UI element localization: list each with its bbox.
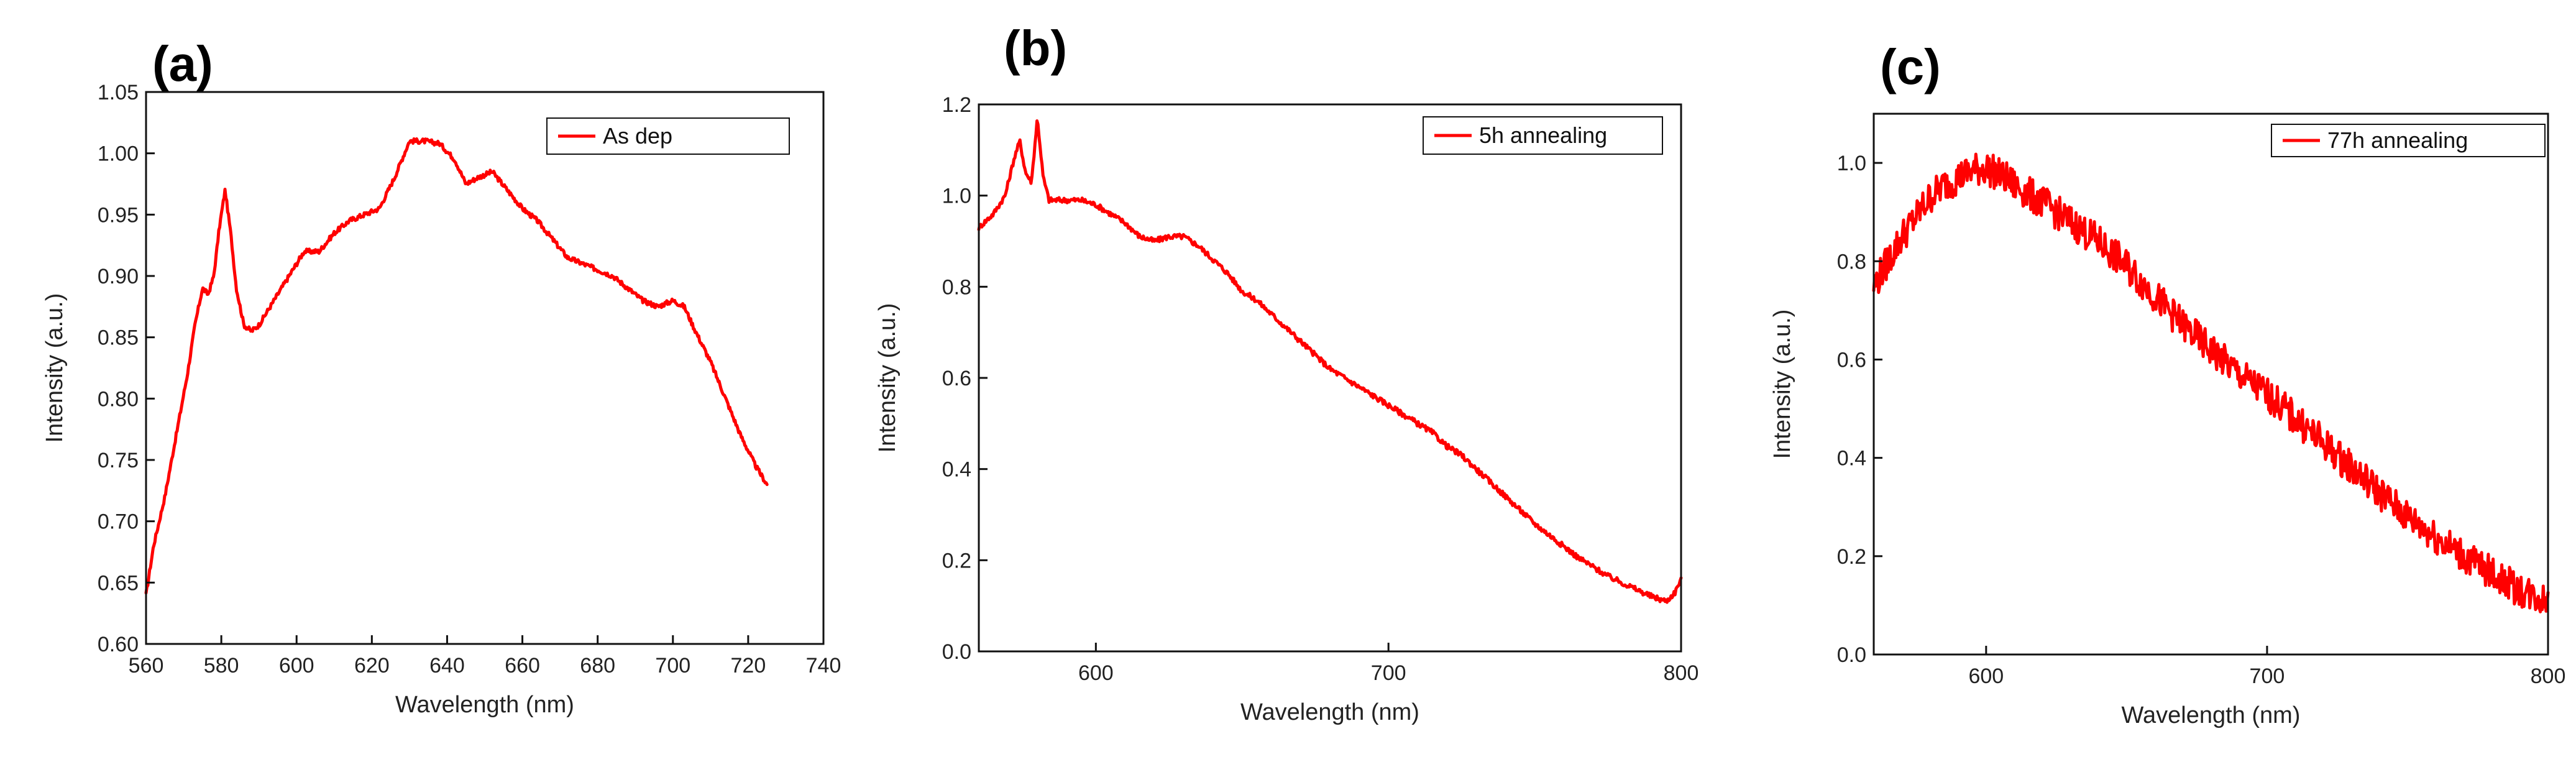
- y-tick-label: 0.85: [98, 326, 139, 350]
- y-tick-label: 0.0: [1837, 643, 1866, 667]
- y-tick-label: 1.2: [942, 93, 971, 117]
- y-tick-label: 0.80: [98, 387, 139, 411]
- y-tick-label: 0.70: [98, 510, 139, 534]
- x-tick-label: 640: [429, 654, 465, 677]
- x-tick-label: 800: [2531, 664, 2566, 688]
- x-tick-label: 700: [655, 654, 690, 677]
- x-axis-title: Wavelength (nm): [2122, 702, 2301, 728]
- legend: 77h annealing: [2271, 124, 2546, 157]
- y-tick-label: 0.4: [942, 458, 971, 482]
- x-tick-label: 660: [505, 654, 540, 677]
- legend: 5h annealing: [1423, 116, 1663, 155]
- x-tick-label: 600: [1078, 661, 1114, 685]
- plot-frame: [1872, 113, 2549, 656]
- y-axis-title: Intensity (a.u.): [1769, 310, 1795, 459]
- x-axis-title: Wavelength (nm): [395, 692, 574, 718]
- x-tick-label: 600: [279, 654, 314, 677]
- plot-frame: [978, 103, 1682, 653]
- y-axis-title: Intensity (a.u.): [874, 303, 901, 453]
- x-tick-label: 620: [354, 654, 390, 677]
- chart-panel-c: (c) 600 700 800 0.0 0.2 0.4 0.6 0.8 1.0 Wavelength…: [1769, 39, 2565, 728]
- x-tick-label: 560: [129, 654, 164, 677]
- chart-panel-b: (b) 600 700 800 0.0 0.2 0.4 0.6 0.8 1.0 1.2 Wavelen…: [874, 21, 1698, 725]
- x-tick-label: 680: [580, 654, 615, 677]
- legend-label: 5h annealing: [1479, 122, 1607, 148]
- y-tick-label: 0.4: [1837, 447, 1866, 471]
- y-tick-label: 0.8: [1837, 250, 1866, 273]
- panel-label: (c): [1880, 39, 1941, 94]
- x-tick-label: 600: [1968, 664, 2004, 688]
- y-tick-label: 0.2: [1837, 545, 1866, 569]
- y-tick-label: 0.95: [98, 203, 139, 227]
- series-line-0: [977, 119, 1683, 604]
- legend-label: As dep: [603, 123, 672, 149]
- y-tick-label: 0.2: [942, 549, 971, 572]
- x-axis-title: Wavelength (nm): [1240, 699, 1419, 725]
- x-tick-label: 580: [204, 654, 239, 677]
- panel-label: (a): [152, 36, 213, 91]
- y-tick-label: 0.90: [98, 265, 139, 288]
- y-tick-label: 0.65: [98, 571, 139, 595]
- y-tick-label: 0.60: [98, 633, 139, 656]
- legend: As dep: [546, 117, 790, 155]
- x-tick-label: 740: [806, 654, 841, 677]
- y-axis-title: Intensity (a.u.): [42, 293, 68, 443]
- x-tick-label: 720: [731, 654, 766, 677]
- series-line-0: [1872, 152, 2550, 613]
- chart-panel-a: (a) 560 580 600 620 640 660 680 700 720 740 0.60 0.6…: [42, 36, 841, 718]
- y-tick-label: 1.0: [942, 185, 971, 208]
- y-tick-label: 0.0: [942, 640, 971, 664]
- y-tick-label: 0.6: [942, 367, 971, 390]
- panel-label: (b): [1004, 21, 1067, 76]
- x-tick-label: 700: [1371, 661, 1406, 685]
- y-tick-label: 0.75: [98, 449, 139, 472]
- legend-label: 77h annealing: [2327, 127, 2468, 153]
- y-tick-label: 0.6: [1837, 348, 1866, 372]
- y-tick-label: 1.05: [98, 81, 139, 104]
- x-tick-label: 700: [2250, 664, 2285, 688]
- y-tick-label: 1.0: [1837, 152, 1866, 175]
- x-tick-label: 800: [1664, 661, 1699, 685]
- series-line-0: [144, 137, 769, 595]
- y-tick-label: 0.8: [942, 275, 971, 299]
- y-tick-label: 1.00: [98, 142, 139, 166]
- plot-frame: [145, 91, 825, 645]
